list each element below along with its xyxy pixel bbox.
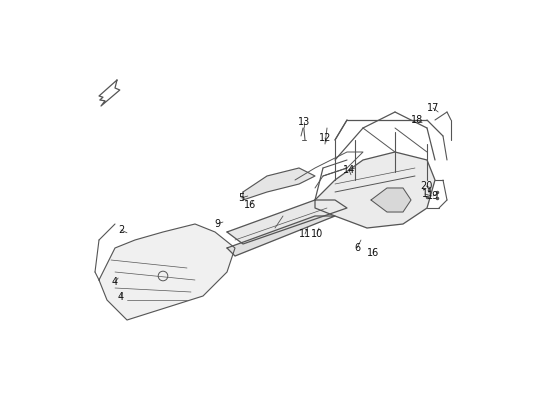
Text: 18: 18 [411,115,423,125]
Text: 12: 12 [319,133,331,143]
Polygon shape [99,80,120,106]
Polygon shape [227,200,347,244]
Text: 2: 2 [118,225,124,235]
Polygon shape [99,224,235,320]
Text: 1: 1 [422,189,428,199]
Polygon shape [227,216,335,256]
Text: 11: 11 [299,229,311,239]
Text: 19: 19 [427,191,439,201]
Text: 5: 5 [238,193,244,203]
Polygon shape [371,188,411,212]
Polygon shape [315,152,435,228]
Text: 16: 16 [367,248,379,258]
Text: 17: 17 [427,103,439,113]
Text: 4: 4 [112,277,118,287]
Polygon shape [243,168,315,200]
Text: 4: 4 [118,292,124,302]
Text: 9: 9 [214,219,220,229]
Text: 10: 10 [311,229,323,239]
Text: 14: 14 [343,165,355,175]
Text: 20: 20 [420,181,432,191]
Text: 13: 13 [298,117,310,127]
Text: 6: 6 [354,243,360,253]
Text: 16: 16 [244,200,256,210]
